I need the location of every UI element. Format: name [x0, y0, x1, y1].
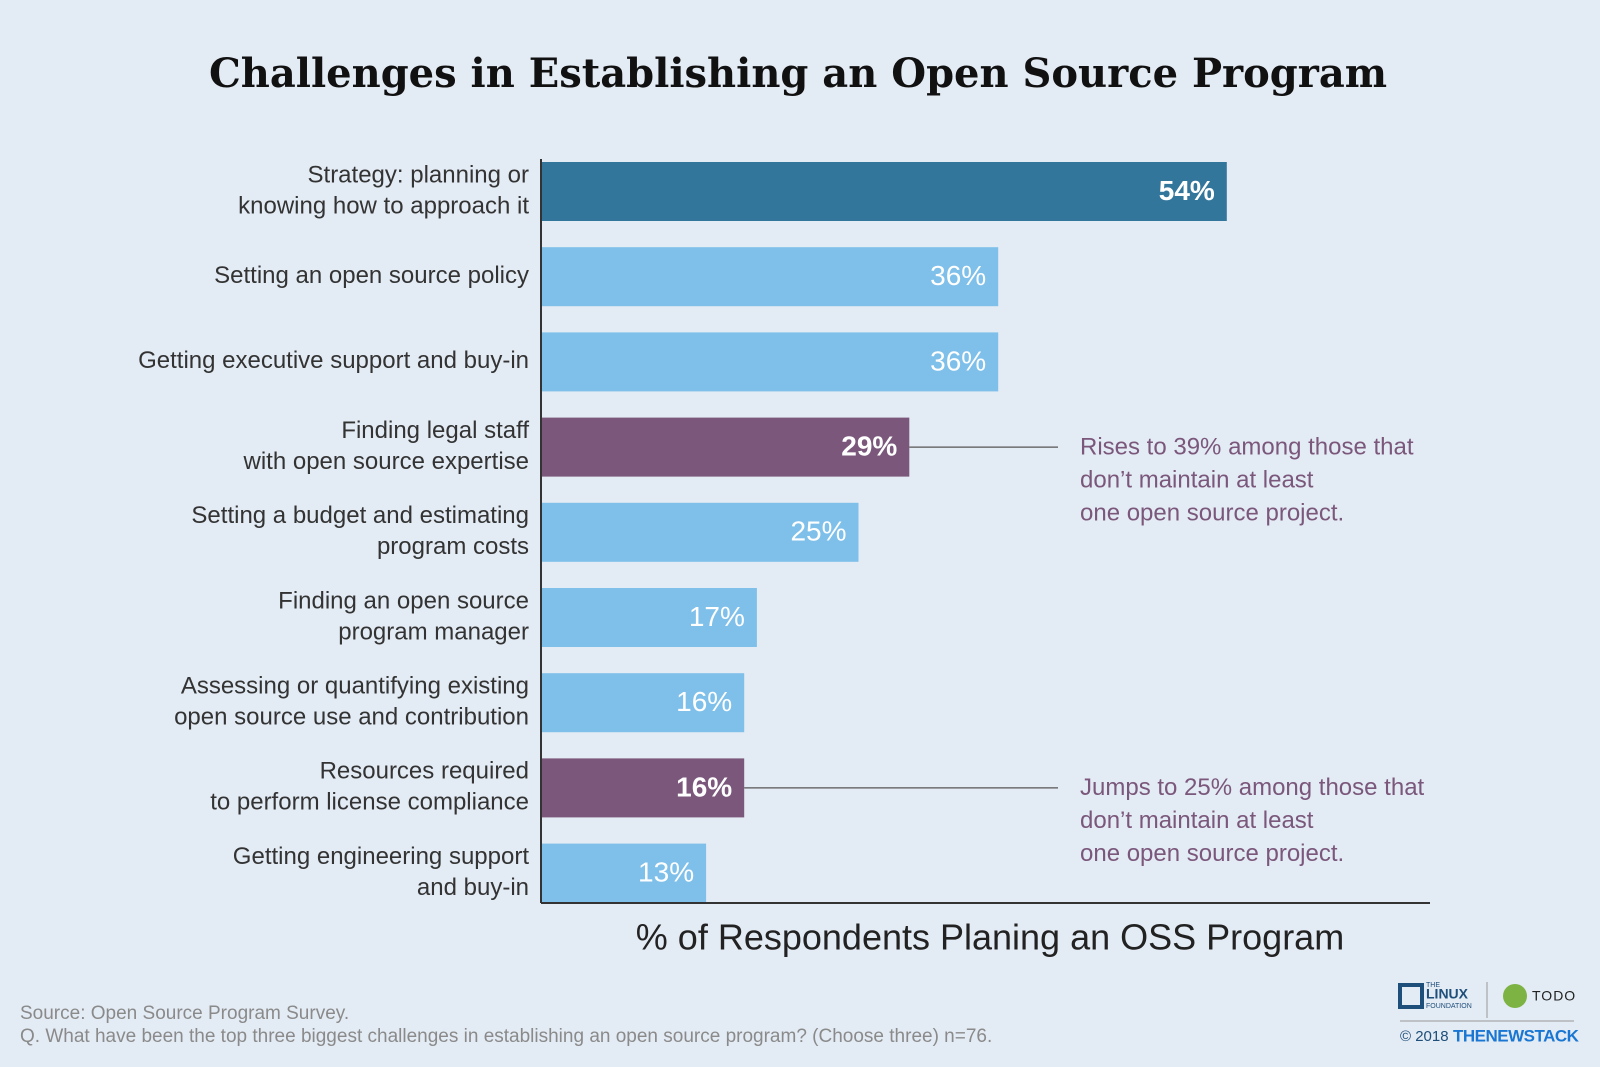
x-axis-label: % of Respondents Planing an OSS Program: [636, 917, 1344, 958]
value-label: 36%: [930, 345, 986, 376]
logo-text: THE: [1426, 982, 1440, 989]
category-label: Setting a budget and estimating: [191, 502, 529, 529]
bar: [541, 247, 999, 307]
category-label: Finding legal staff: [341, 417, 529, 444]
category-label: Finding an open source: [278, 587, 529, 614]
logo-text: TODO: [1532, 988, 1576, 1004]
chart-title: Challenges in Establishing an Open Sourc…: [209, 50, 1387, 97]
category-label: Getting engineering support: [233, 843, 530, 870]
annotation: don’t maintain at least: [1080, 807, 1314, 834]
bar: [541, 843, 707, 903]
category-label: Getting executive support and buy-in: [138, 347, 529, 374]
category-label: and buy-in: [417, 874, 529, 901]
logo-text: LINUX: [1426, 986, 1469, 1002]
annotation: one open source project.: [1080, 840, 1344, 867]
category-label: Assessing or quantifying existing: [181, 673, 529, 700]
logo-text: THENEWSTACK: [1453, 1026, 1580, 1045]
category-label: Resources required: [320, 758, 529, 785]
category-label: Strategy: planning or: [308, 161, 529, 188]
bar: [541, 417, 910, 477]
value-label: 29%: [841, 430, 897, 461]
value-label: 16%: [676, 686, 732, 717]
note: Q. What have been the top three biggest …: [20, 1026, 992, 1047]
value-label: 25%: [790, 516, 846, 547]
value-label: 13%: [638, 856, 694, 887]
bar: [541, 502, 859, 562]
value-label: 54%: [1159, 175, 1215, 206]
category-label: open source use and contribution: [174, 704, 529, 731]
copyright: © 2018: [1400, 1028, 1449, 1045]
value-label: 16%: [676, 771, 732, 802]
bar: [541, 588, 757, 647]
bar: [541, 332, 999, 392]
category-label: program costs: [377, 533, 529, 560]
bar: [541, 162, 1227, 221]
annotation: one open source project.: [1080, 499, 1344, 526]
logo-text: FOUNDATION: [1426, 1003, 1472, 1010]
value-label: 17%: [689, 601, 745, 632]
category-label: to perform license compliance: [210, 789, 529, 816]
category-label: Setting an open source policy: [214, 262, 529, 289]
category-label: program manager: [338, 618, 529, 645]
source: Source: Open Source Program Survey.: [20, 1003, 349, 1024]
todo-icon: [1503, 984, 1527, 1008]
bar: [541, 758, 745, 818]
logos: THE LINUX FOUNDATION TODO © 2018 THENEWS…: [1398, 982, 1580, 1045]
value-label: 36%: [930, 260, 986, 291]
category-label: knowing how to approach it: [238, 192, 529, 219]
annotation: don’t maintain at least: [1080, 466, 1314, 493]
category-label: with open source expertise: [243, 448, 530, 475]
annotation: Rises to 39% among those that: [1080, 433, 1414, 460]
linux-icon: [1398, 983, 1424, 1009]
annotation: Jumps to 25% among those that: [1080, 774, 1425, 801]
bar: [541, 673, 745, 733]
